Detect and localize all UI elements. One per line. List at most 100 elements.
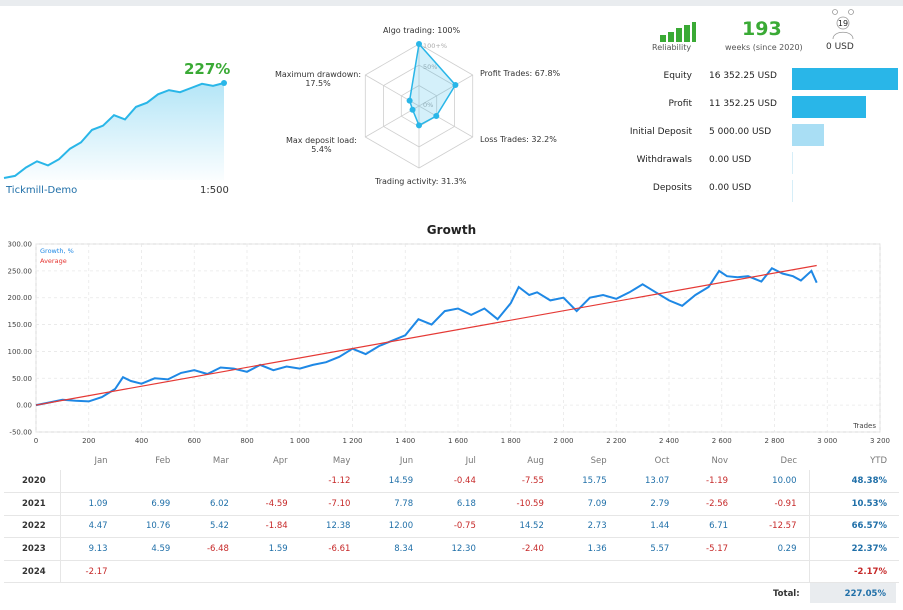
month-cell: -12.57 [740, 515, 809, 539]
weeks-label: weeks (since 2020) [725, 43, 803, 52]
month-cell: 1.09 [60, 492, 120, 516]
month-cell: 8.34 [362, 537, 426, 561]
month-cell: 6.99 [119, 492, 183, 516]
month-cell: -6.61 [299, 537, 363, 561]
balance-value: 0.00 USD [709, 155, 752, 165]
month-cell: 12.00 [362, 515, 426, 539]
year-cell: 2020 [4, 470, 61, 494]
column-header: Aug [527, 456, 544, 466]
column-header [4, 452, 60, 470]
month-cell: -10.59 [487, 492, 556, 516]
growth-x-tick-0: 0 [34, 437, 38, 445]
growth-x-label: Trades [852, 422, 876, 430]
month-cell: -1.19 [681, 470, 741, 494]
column-header: Dec [780, 456, 797, 466]
growth-line [35, 266, 818, 407]
growth-x-tick-16: 3 200 [870, 437, 890, 445]
mini-growth-chart [3, 80, 227, 180]
column-header: Jul [465, 456, 476, 466]
mini-area [4, 83, 224, 180]
month-cell: 1.44 [618, 515, 682, 539]
growth-x-tick-15: 3 000 [817, 437, 837, 445]
radar-point-2 [433, 112, 440, 119]
mini-end-point [221, 80, 227, 86]
month-cell [740, 560, 809, 584]
month-cell: 0.29 [740, 537, 809, 561]
balance-label: Equity [663, 71, 692, 81]
radar-label-loss-trades: Loss Trades: 32.2% [480, 135, 557, 144]
month-cell [119, 470, 183, 494]
month-cell [60, 470, 120, 494]
month-cell [299, 560, 363, 584]
growth-x-tick-10: 2 000 [553, 437, 573, 445]
mini-line [3, 82, 225, 179]
account-name-link[interactable]: Tickmill-Demo [6, 185, 78, 196]
month-cell: -2.40 [487, 537, 556, 561]
balance-row-equity: Equity 16 352.25 USD [600, 68, 900, 90]
growth-plot-area [35, 243, 881, 433]
radar-point-1 [452, 81, 459, 88]
legend-growth: Growth, % [40, 247, 74, 255]
month-cell: 4.47 [60, 515, 120, 539]
month-cell [681, 560, 741, 584]
month-cell [240, 470, 300, 494]
ytd-cell: 66.57% [808, 515, 899, 539]
month-cell: -1.12 [299, 470, 363, 494]
month-cell: 2.79 [618, 492, 682, 516]
growth-y-tick-7: -50.00 [9, 429, 32, 437]
growth-y-tick-4: 100.00 [8, 348, 33, 356]
balance-label: Profit [668, 99, 692, 109]
subscribers-icon: 19 [832, 9, 854, 40]
total-label: Total: [773, 589, 800, 599]
column-header: Feb [155, 456, 171, 466]
radar-label-deposit-load: Max deposit load: 5.4% [286, 136, 357, 154]
weeks-count: 193 [742, 18, 782, 40]
radar-chart: 100+% 50% 0% [364, 41, 474, 169]
growth-y-tick-1: 250.00 [8, 267, 33, 275]
radar-ring-label-0: 100+% [423, 42, 447, 50]
balance-row-deposits: Deposits 0.00 USD [600, 180, 900, 202]
month-cell: 4.59 [119, 537, 183, 561]
month-cell: -2.56 [681, 492, 741, 516]
balance-bar [792, 180, 793, 202]
growth-x-tick-11: 2 200 [606, 437, 626, 445]
month-cell: 12.38 [299, 515, 363, 539]
radar-ring-label-1: 50% [423, 63, 437, 71]
growth-y-tick-2: 200.00 [8, 294, 33, 302]
monthly-returns-table: Jan Feb Mar Apr May Jun Jul Aug Sep Oct Nov Dec YTD … [4, 452, 899, 584]
table-row: 2024 -2.17 -2.17% [4, 560, 899, 584]
month-cell: 15.75 [555, 470, 619, 494]
growth-x-tick-1: 200 [82, 437, 95, 445]
month-cell [618, 560, 682, 584]
growth-y-tick-0: 300.00 [8, 241, 33, 249]
radar-label-algo: Algo trading: 100% [383, 26, 461, 35]
growth-x-tick-2: 400 [135, 437, 148, 445]
growth-x-tick-4: 800 [240, 437, 253, 445]
radar-area [408, 42, 457, 127]
balance-row-initial-deposit: Initial Deposit 5 000.00 USD [600, 124, 900, 146]
radar-point-5 [406, 97, 413, 104]
column-header: Nov [711, 456, 729, 466]
growth-x-tick-5: 1 000 [290, 437, 310, 445]
column-header: Oct [654, 456, 670, 466]
month-cell: 14.59 [362, 470, 426, 494]
balance-value: 16 352.25 USD [709, 71, 777, 81]
ytd-cell: 22.37% [808, 537, 899, 561]
growth-x-tick-13: 2 600 [712, 437, 732, 445]
table-row: 2021 1.09 6.99 6.02 -4.59 -7.10 7.78 6.18 -10.59… [4, 492, 899, 516]
leverage: 1:500 [200, 185, 229, 196]
ytd-cell: 10.53% [808, 492, 899, 516]
balance-label: Initial Deposit [629, 127, 692, 137]
month-cell: 14.52 [487, 515, 556, 539]
growth-y-tick-5: 50.00 [12, 375, 32, 383]
radar-point-4 [409, 106, 416, 113]
month-cell [182, 470, 241, 494]
month-cell: 5.57 [618, 537, 682, 561]
month-cell [182, 560, 241, 584]
growth-y-tick-6: 0.00 [16, 402, 32, 410]
growth-x-tick-12: 2 400 [659, 437, 679, 445]
month-cell: 6.18 [425, 492, 488, 516]
month-cell [119, 560, 183, 584]
radar-point-3 [416, 122, 422, 129]
radar-label-profit-trades: Profit Trades: 67.8% [480, 69, 561, 78]
